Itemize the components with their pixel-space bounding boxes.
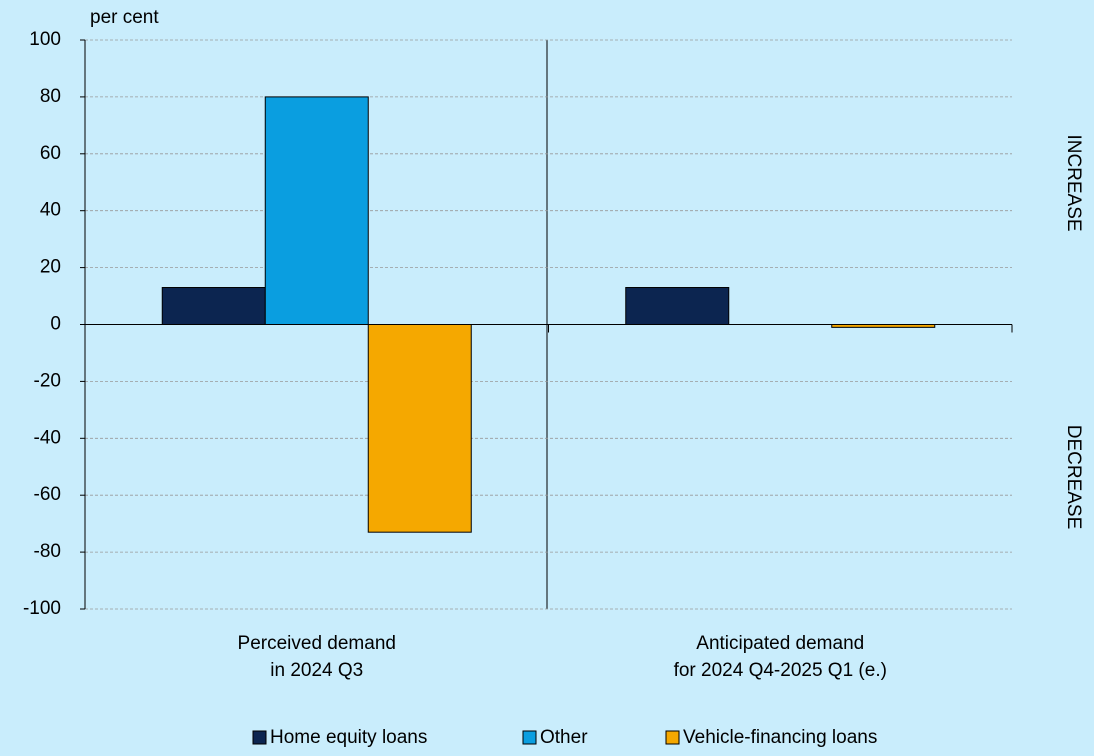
y-tick-label: 0 [50, 314, 61, 335]
legend-label: Home equity loans [270, 727, 427, 748]
bar [161, 287, 266, 326]
side-label: INCREASE [1063, 134, 1084, 231]
y-tick-label: 20 [40, 257, 61, 278]
y-tick-label: -40 [34, 427, 61, 448]
side-label: DECREASE [1063, 425, 1084, 530]
legend-label: Other [540, 727, 588, 748]
bar [367, 324, 472, 533]
y-tick-label: -80 [34, 541, 61, 562]
y-tick-label: -20 [34, 370, 61, 391]
bar [625, 287, 730, 326]
legend-swatch [522, 730, 537, 745]
y-tick-label: -60 [34, 484, 61, 505]
y-tick-label: 40 [40, 200, 61, 221]
y-tick-label: 80 [40, 86, 61, 107]
bar [831, 324, 936, 328]
y-tick-label: -100 [23, 598, 61, 619]
legend-swatch [665, 730, 680, 745]
legend-label: Vehicle-financing loans [683, 727, 877, 748]
y-axis-label: per cent [90, 7, 159, 28]
x-tick-label: Anticipated demand for 2024 Q4-2025 Q1 (… [673, 633, 887, 681]
y-tick-label: 100 [29, 29, 61, 50]
bar [264, 96, 369, 326]
y-tick-label: 60 [40, 143, 61, 164]
legend-swatch [252, 730, 267, 745]
x-tick-label: Perceived demand in 2024 Q3 [237, 633, 396, 681]
